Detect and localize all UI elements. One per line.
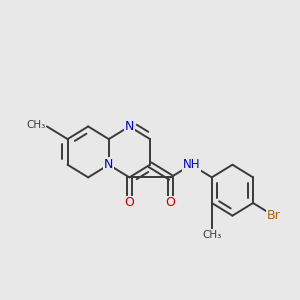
Text: O: O xyxy=(166,196,176,209)
Text: CH₃: CH₃ xyxy=(26,120,46,130)
Text: O: O xyxy=(124,196,134,209)
Text: N: N xyxy=(125,120,134,133)
Text: N: N xyxy=(104,158,113,171)
Text: Br: Br xyxy=(267,209,280,222)
Text: CH₃: CH₃ xyxy=(202,230,221,240)
Text: NH: NH xyxy=(182,158,200,171)
